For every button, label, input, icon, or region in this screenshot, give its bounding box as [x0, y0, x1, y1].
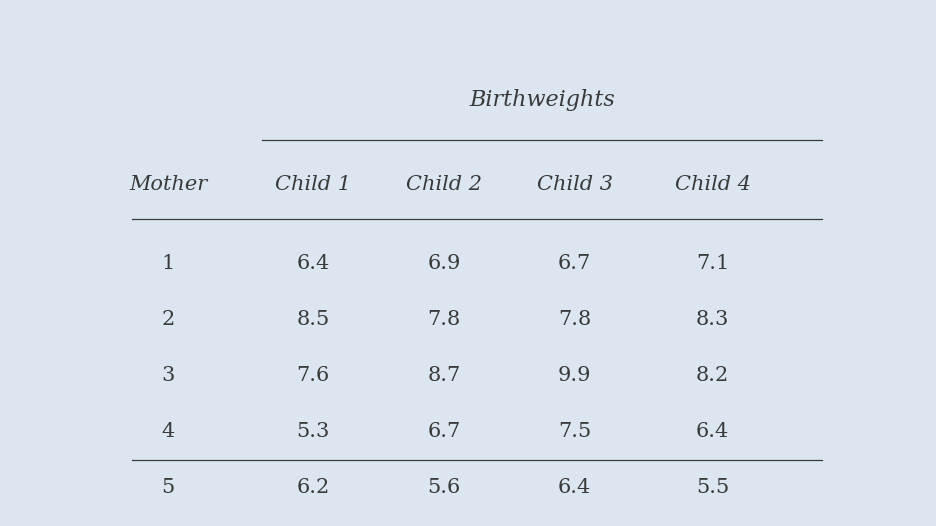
Text: 8.2: 8.2 — [695, 366, 728, 385]
Text: Birthweights: Birthweights — [469, 88, 614, 110]
Text: Mother: Mother — [128, 175, 207, 194]
Text: 6.2: 6.2 — [297, 478, 329, 497]
Text: Child 4: Child 4 — [674, 175, 750, 194]
Text: Child 3: Child 3 — [536, 175, 612, 194]
Text: Child 1: Child 1 — [275, 175, 351, 194]
Text: 9.9: 9.9 — [557, 366, 591, 385]
Text: 5.6: 5.6 — [427, 478, 460, 497]
Text: 4: 4 — [161, 422, 174, 441]
Text: 6.7: 6.7 — [427, 422, 460, 441]
Text: 2: 2 — [161, 310, 174, 329]
Text: 8.3: 8.3 — [695, 310, 728, 329]
Text: 6.4: 6.4 — [695, 422, 728, 441]
Text: 7.8: 7.8 — [427, 310, 460, 329]
Text: 5.3: 5.3 — [296, 422, 329, 441]
Text: 3: 3 — [161, 366, 174, 385]
Text: Child 2: Child 2 — [405, 175, 481, 194]
Text: 6.7: 6.7 — [558, 254, 591, 273]
Text: 8.7: 8.7 — [427, 366, 460, 385]
Text: 7.5: 7.5 — [558, 422, 591, 441]
Text: 6.4: 6.4 — [558, 478, 591, 497]
Text: 6.9: 6.9 — [427, 254, 461, 273]
Text: 8.5: 8.5 — [297, 310, 329, 329]
Text: 7.6: 7.6 — [297, 366, 329, 385]
Text: 7.1: 7.1 — [695, 254, 728, 273]
Text: 1: 1 — [161, 254, 174, 273]
Text: 6.4: 6.4 — [297, 254, 329, 273]
Text: 7.8: 7.8 — [558, 310, 591, 329]
Text: 5.5: 5.5 — [695, 478, 728, 497]
Text: 5: 5 — [161, 478, 174, 497]
